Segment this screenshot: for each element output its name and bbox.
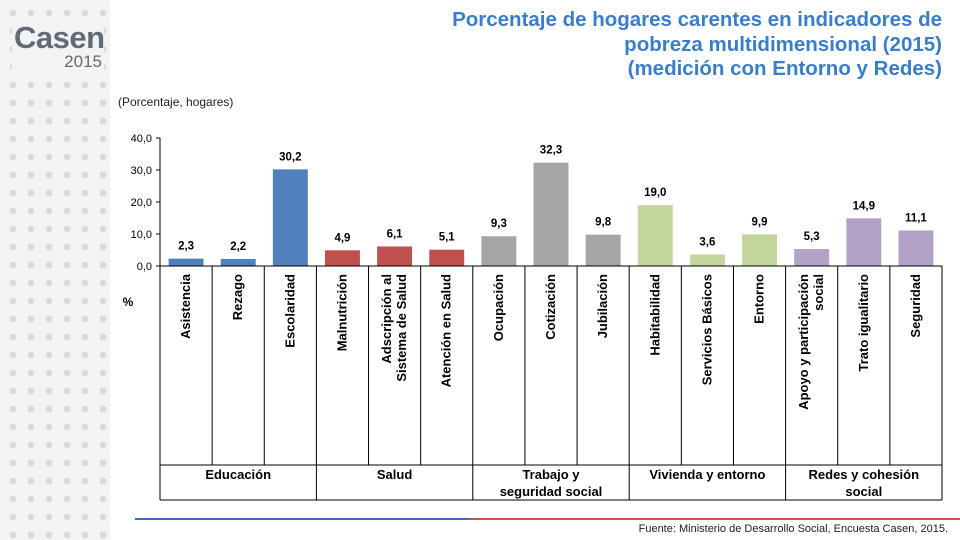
group-label: Vivienda y entorno (649, 467, 765, 482)
y-tick-label: 0,0 (137, 261, 152, 273)
category-label: Jubilación (595, 274, 610, 338)
category-label: Habitabilidad (647, 274, 662, 356)
category-label: Sistema de Salud (394, 274, 409, 382)
y-tick-label: 40,0 (131, 133, 152, 145)
bar-value-label: 32,3 (540, 145, 562, 157)
bar (168, 258, 204, 266)
category-label: Apoyo y participación (796, 274, 811, 410)
y-axis-label: % (123, 295, 134, 309)
bar (325, 250, 360, 266)
chart-title: Porcentaje de hogares carentes en indica… (302, 8, 942, 82)
bar (689, 254, 725, 266)
bar (742, 234, 777, 266)
bar (481, 236, 517, 266)
bar-value-label: 6,1 (387, 228, 404, 240)
bar-value-label: 2,3 (178, 241, 194, 253)
y-tick-label: 30,0 (131, 165, 152, 177)
bar (429, 249, 465, 266)
category-label: Escolaridad (282, 274, 297, 348)
group-label: Redes y cohesión (809, 467, 920, 482)
y-tick-label: 10,0 (131, 229, 152, 241)
group-label: Educación (205, 467, 271, 482)
category-label: Adscripción al (379, 274, 394, 364)
bar-value-label: 5,3 (804, 231, 820, 243)
bar-value-label: 3,6 (699, 236, 715, 248)
category-label: Atención en Salud (439, 274, 454, 387)
bar-value-label: 5,1 (439, 232, 456, 244)
bar-value-label: 9,9 (752, 216, 768, 228)
footer-line-blue (135, 518, 470, 520)
category-label: Trato igualitario (856, 274, 871, 372)
footer-line-red (470, 518, 960, 520)
category-label: social (811, 274, 826, 311)
chart-title-line: Porcentaje de hogares carentes en indica… (452, 8, 942, 31)
group-label: seguridad social (500, 484, 603, 499)
bar (533, 162, 569, 266)
bar (377, 246, 413, 266)
bar (846, 218, 882, 266)
bar (898, 230, 934, 266)
bar (272, 169, 308, 266)
source-note: Fuente: Ministerio de Desarrollo Social,… (638, 523, 948, 535)
bar-value-label: 11,1 (905, 212, 927, 224)
sidebar-dot-pattern (0, 0, 110, 540)
category-label: Ocupación (491, 274, 506, 341)
chart-subtitle: (Porcentaje, hogares) (118, 95, 234, 109)
logo-word: Casen (14, 20, 105, 55)
casen-logo: Casen 2015 (12, 20, 105, 72)
group-label: social (845, 484, 882, 499)
bar (637, 205, 673, 266)
bar-value-label: 14,9 (853, 200, 875, 212)
group-label: Salud (377, 467, 412, 482)
category-label: Cotización (543, 274, 558, 340)
chart-title-line: (medición con Entorno y Redes) (627, 57, 942, 80)
group-label: Trabajo y (522, 467, 580, 482)
bar (220, 258, 256, 266)
category-label: Rezago (230, 274, 245, 320)
sidebar-panel: Casen 2015 (0, 0, 110, 540)
bar-value-label: 9,3 (491, 218, 507, 230)
bar-value-label: 30,2 (279, 151, 301, 163)
category-label: Entorno (752, 274, 767, 324)
bar-value-label: 2,2 (230, 241, 246, 253)
logo-year: 2015 (64, 52, 102, 71)
bar (585, 234, 621, 266)
y-tick-label: 20,0 (131, 197, 152, 209)
bar-value-label: 19,0 (644, 187, 666, 199)
category-label: Asistencia (178, 273, 193, 339)
bar-value-label: 9,8 (595, 217, 612, 229)
category-label: Malnutrición (334, 274, 349, 351)
category-label: Seguridad (908, 274, 923, 338)
category-label: Servicios Básicos (699, 274, 714, 385)
chart-title-line: pobreza multidimensional (2015) (624, 32, 942, 56)
bar-value-label: 4,9 (334, 232, 350, 244)
bar (794, 249, 830, 266)
